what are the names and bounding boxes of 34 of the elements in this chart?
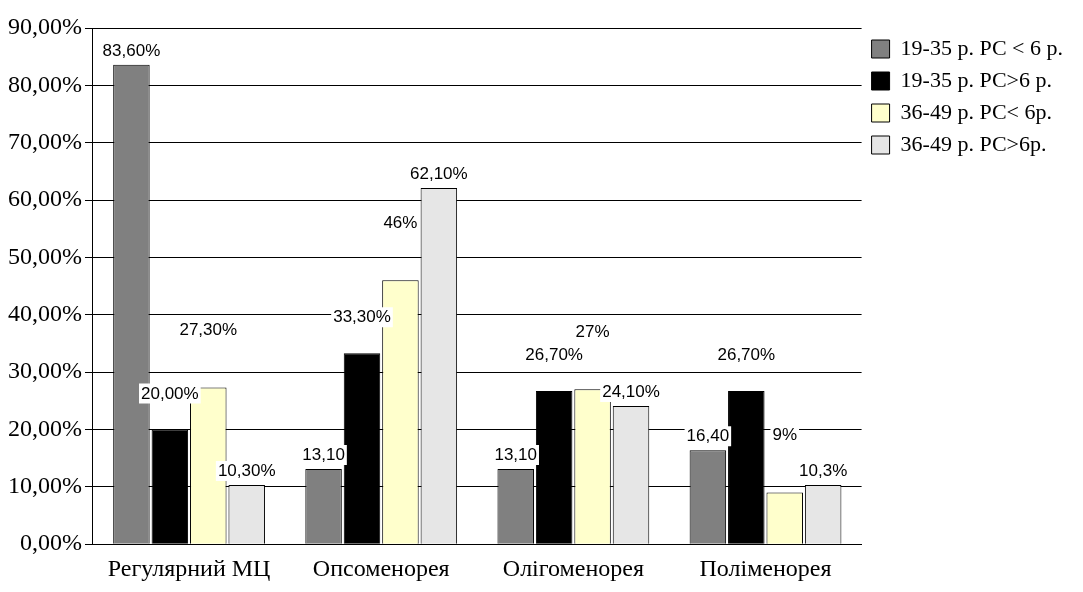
- data-label: 46%: [383, 212, 418, 232]
- legend-label: 19-35 р. РС < 6 р.: [900, 34, 1064, 60]
- data-label: 62,10%: [410, 164, 468, 184]
- data-label: 27%: [575, 321, 610, 341]
- data-label: 13,10: [302, 445, 345, 465]
- data-label: 24,10%: [602, 382, 660, 402]
- y-tick-label: 70,00%: [7, 128, 82, 155]
- data-label: 13,10: [494, 445, 537, 465]
- data-label: 20,00%: [141, 383, 199, 403]
- y-tick-label: 20,00%: [7, 414, 82, 441]
- x-tick-label: Регулярний МЦ: [107, 554, 271, 581]
- data-label: 26,70%: [525, 345, 583, 365]
- y-tick-label: 30,00%: [7, 357, 82, 384]
- data-label: 10,3%: [799, 461, 848, 481]
- y-tick-label: 60,00%: [7, 185, 82, 212]
- data-label: 33,30%: [333, 307, 391, 327]
- data-label: 10,30%: [217, 461, 276, 481]
- y-tick-label: 50,00%: [7, 242, 82, 269]
- data-label: 83,60%: [102, 40, 161, 60]
- x-tick-label: Олігоменорея: [502, 554, 644, 581]
- data-label: 16,40: [686, 426, 730, 446]
- legend-label: 19-35 р. РС>6 р.: [900, 66, 1053, 92]
- legend-label: 36-49 р. РС< 6р.: [900, 98, 1053, 124]
- data-label: 27,30%: [179, 319, 238, 339]
- y-tick-label: 40,00%: [7, 300, 82, 327]
- data-label: 9%: [772, 424, 798, 444]
- y-tick-label: 0,00%: [19, 529, 82, 556]
- x-tick-label: Опсоменорея: [312, 554, 450, 581]
- legend-label: 36-49 р. РС>6р.: [900, 130, 1047, 156]
- y-tick-label: 90,00%: [7, 13, 82, 40]
- y-tick-label: 80,00%: [7, 70, 82, 97]
- x-tick-label: Поліменорея: [699, 554, 832, 581]
- data-label: 26,70%: [717, 345, 776, 365]
- y-tick-label: 10,00%: [7, 472, 82, 499]
